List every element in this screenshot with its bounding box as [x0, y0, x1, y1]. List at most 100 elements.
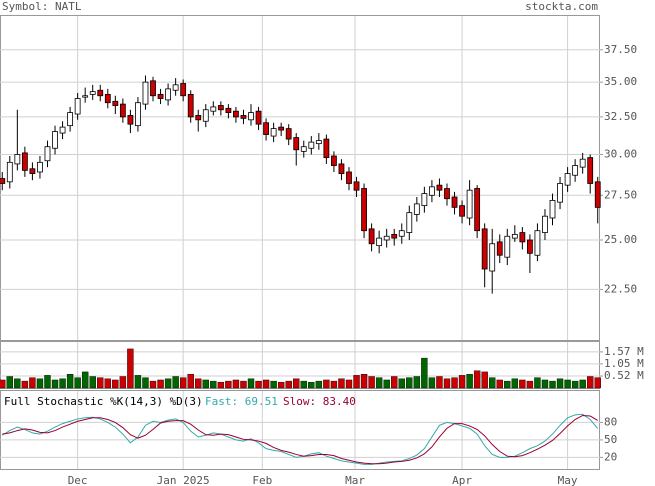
- candle-body: [308, 141, 315, 149]
- volume-bar: [149, 380, 157, 389]
- candle-body: [511, 233, 518, 239]
- volume-bar: [172, 376, 179, 389]
- volume-bar: [556, 378, 564, 389]
- candle-body: [285, 128, 292, 140]
- candle-body: [391, 233, 398, 239]
- volume-bar: [285, 380, 292, 389]
- volume-bar: [104, 378, 111, 389]
- candle-body: [52, 131, 58, 149]
- volume-bar: [44, 375, 51, 389]
- volume-bar: [375, 377, 383, 389]
- candle-body: [481, 228, 488, 270]
- volume-bar: [247, 378, 255, 389]
- volume-bar: [353, 375, 360, 389]
- volume-bar: [519, 379, 526, 389]
- volume-bar: [564, 379, 571, 389]
- candle-body: [572, 165, 579, 176]
- candle-body: [587, 157, 594, 184]
- candle-body: [526, 239, 533, 254]
- volume-bar: [240, 380, 247, 389]
- volume-bar: [36, 378, 44, 389]
- candle-body: [278, 126, 285, 131]
- price-panel: [0, 15, 600, 341]
- volume-bar: [293, 378, 300, 389]
- volume-bar: [496, 379, 503, 389]
- y-tick-label: 27.50: [604, 188, 637, 201]
- candle-body: [59, 126, 66, 134]
- candle-body: [187, 93, 194, 118]
- candle-body: [338, 163, 345, 175]
- candle-body: [519, 232, 526, 243]
- volume-bar: [119, 376, 127, 389]
- candle-body: [104, 93, 111, 104]
- volume-bar: [157, 379, 164, 389]
- volume-bar: [406, 377, 413, 389]
- candle-body: [119, 103, 126, 118]
- candle-body: [82, 95, 89, 98]
- volume-bar: [127, 348, 134, 389]
- candle-body: [135, 102, 141, 127]
- candle-body: [172, 84, 179, 91]
- volume-bar: [21, 380, 29, 389]
- candle-body: [315, 140, 322, 145]
- candle-body: [6, 161, 13, 183]
- volume-bar: [473, 370, 481, 389]
- volume-bar: [112, 379, 119, 389]
- volume-bar: [277, 382, 285, 389]
- candle-body: [421, 193, 428, 207]
- y-tick-label: 1.05 M: [604, 357, 644, 370]
- volume-bar: [134, 375, 142, 389]
- candle-body: [376, 237, 383, 247]
- candle-body: [217, 105, 224, 111]
- x-tick-label: Dec: [68, 474, 88, 486]
- volume-bar: [398, 378, 405, 389]
- candle-body: [406, 212, 413, 233]
- volume-bar: [179, 377, 187, 389]
- candle-body: [180, 83, 187, 97]
- candle-body: [542, 215, 548, 233]
- candle-body: [255, 110, 262, 125]
- candle-body: [44, 146, 51, 162]
- volume-bar: [59, 378, 66, 389]
- candle-body: [451, 196, 458, 208]
- volume-bar: [97, 377, 104, 389]
- x-tick-label: Jan 2025: [157, 474, 210, 486]
- y-tick-label: 1.57 M: [604, 345, 644, 358]
- y-tick-label: 32.50: [604, 110, 637, 123]
- volume-bar: [458, 375, 466, 389]
- volume-bar: [443, 378, 451, 389]
- volume-bar: [489, 377, 496, 389]
- candle-body: [564, 173, 571, 186]
- volume-bar: [300, 380, 307, 389]
- y-tick-label: 35.00: [604, 75, 637, 88]
- candle-body: [353, 181, 360, 191]
- volume-bar: [81, 371, 89, 389]
- candle-body: [29, 168, 36, 175]
- volume-bar: [74, 377, 81, 389]
- candle-body: [504, 235, 511, 258]
- volume-bar: [368, 376, 375, 389]
- volume-bar: [345, 379, 353, 389]
- volume-bar: [526, 380, 534, 389]
- candle-body: [210, 106, 217, 112]
- volume-bar: [202, 379, 209, 389]
- candle-body: [97, 89, 104, 97]
- y-tick-label: 80: [604, 415, 617, 428]
- volume-bar: [323, 379, 330, 389]
- volume-bar: [436, 376, 443, 389]
- candle-body: [331, 155, 337, 166]
- candle-body: [383, 235, 390, 241]
- volume-bar: [360, 374, 368, 389]
- x-tick-label: May: [558, 474, 578, 486]
- volume-bar: [451, 377, 458, 389]
- candle-body: [429, 186, 435, 196]
- volume-bar: [541, 379, 549, 389]
- candle-body: [413, 203, 420, 215]
- volume-bar: [579, 379, 586, 389]
- candle-body: [21, 152, 28, 171]
- candle-body: [557, 183, 563, 203]
- x-tick-label: Feb: [252, 474, 272, 486]
- volume-bar: [51, 379, 59, 389]
- volume-bar: [255, 380, 262, 389]
